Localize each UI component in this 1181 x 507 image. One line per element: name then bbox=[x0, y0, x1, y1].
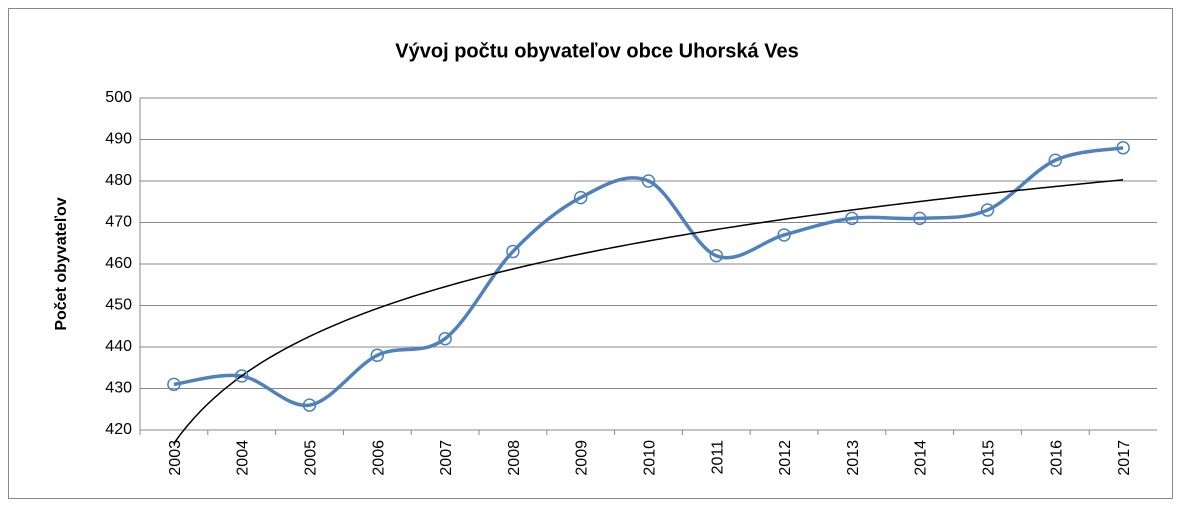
x-tick-label: 2014 bbox=[913, 440, 930, 476]
marker bbox=[370, 348, 385, 363]
marker bbox=[641, 174, 656, 188]
marker bbox=[234, 369, 249, 383]
x-tick-label: 2011 bbox=[709, 440, 726, 475]
y-tick-label: 490 bbox=[105, 131, 132, 148]
y-tick-label: 500 bbox=[105, 89, 132, 106]
x-tick-label: 2013 bbox=[845, 440, 862, 476]
marker bbox=[1048, 153, 1063, 167]
y-tick-label: 420 bbox=[105, 421, 132, 438]
chart-border bbox=[8, 8, 1173, 499]
marker bbox=[912, 211, 927, 226]
trend-line bbox=[173, 179, 1124, 444]
y-tick-label: 460 bbox=[105, 255, 132, 272]
x-tick-label: 2010 bbox=[642, 440, 659, 476]
y-tick-label: 440 bbox=[105, 338, 132, 355]
data-line bbox=[173, 146, 1124, 407]
marker bbox=[980, 203, 995, 217]
marker bbox=[845, 211, 859, 226]
x-tick-label: 2009 bbox=[574, 440, 591, 476]
marker bbox=[573, 190, 588, 205]
x-tick-label: 2007 bbox=[438, 440, 455, 476]
y-axis-label: Počet obyvateľov bbox=[53, 197, 70, 330]
marker bbox=[167, 377, 181, 392]
marker bbox=[709, 248, 724, 263]
marker bbox=[302, 398, 317, 412]
x-tick-label: 2017 bbox=[1116, 440, 1133, 476]
x-tick-label: 2003 bbox=[167, 440, 184, 476]
marker bbox=[777, 228, 791, 242]
x-tick-label: 2004 bbox=[235, 440, 252, 476]
x-tick-label: 2005 bbox=[303, 440, 320, 476]
marker bbox=[438, 331, 452, 346]
x-tick-label: 2006 bbox=[370, 440, 387, 476]
x-tick-label: 2015 bbox=[981, 440, 998, 476]
marker bbox=[506, 244, 520, 259]
y-tick-label: 470 bbox=[105, 214, 132, 231]
x-tick-label: 2012 bbox=[777, 440, 794, 476]
x-tick-label: 2016 bbox=[1048, 440, 1065, 476]
marker bbox=[1116, 141, 1130, 155]
y-tick-label: 450 bbox=[105, 297, 132, 314]
y-tick-label: 480 bbox=[105, 172, 132, 189]
chart-title: Vývoj počtu obyvateľov obce Uhorská Ves bbox=[395, 40, 798, 62]
y-tick-label: 430 bbox=[105, 380, 132, 397]
x-tick-label: 2008 bbox=[506, 440, 523, 476]
